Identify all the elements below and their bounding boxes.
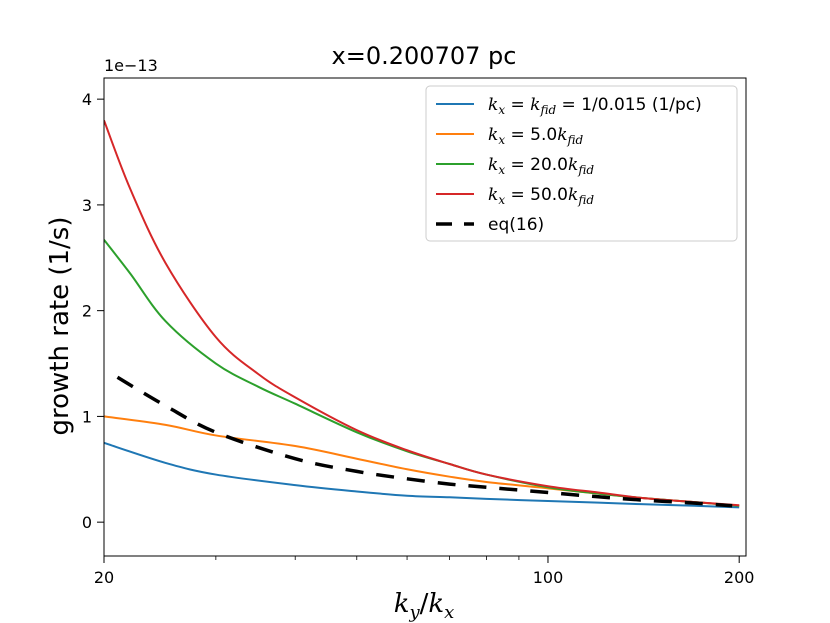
y-tick-label-0: 0 bbox=[82, 513, 92, 532]
legend-box bbox=[425, 85, 738, 242]
series-line-2 bbox=[104, 239, 740, 507]
axes-layer: 20 100 200 0 1 2 3 4 bbox=[82, 77, 755, 587]
x-label-sub1: y bbox=[408, 602, 420, 623]
plot-frame bbox=[103, 77, 747, 557]
chart-title: x=0.200707 pc bbox=[332, 42, 517, 70]
x-tick-label-0: 20 bbox=[94, 568, 114, 587]
y-tick-label-1: 1 bbox=[82, 407, 92, 426]
x-axis-label: ky/kx bbox=[394, 589, 455, 623]
series-line-1 bbox=[104, 415, 740, 507]
legend-entry-1: kx = 5.0kfid bbox=[488, 125, 584, 147]
series-line-0 bbox=[104, 441, 740, 509]
y-tick-label-3: 3 bbox=[82, 196, 92, 215]
series-line-4 bbox=[116, 375, 733, 508]
legend: kx = kfid = 1/0.015 (1/pc) kx = 5.0kfid kx… bbox=[425, 85, 738, 242]
y-offset-label: 1e−13 bbox=[104, 56, 158, 75]
legend-entry-3: kx = 50.0kfid bbox=[488, 185, 594, 207]
legend-entry-0: kx = kfid = 1/0.015 (1/pc) bbox=[488, 95, 702, 117]
x-tick-label-1: 100 bbox=[533, 568, 564, 587]
legend-entry-2: kx = 20.0kfid bbox=[488, 155, 594, 177]
x-label-sep: / bbox=[420, 589, 429, 619]
series-line-3 bbox=[104, 119, 740, 507]
x-label-sub2: x bbox=[444, 602, 454, 623]
legend-entry-4: eq(16) bbox=[488, 215, 544, 235]
y-tick-label-2: 2 bbox=[82, 302, 92, 321]
y-tick-label-4: 4 bbox=[82, 90, 92, 109]
x-tick-label-2: 200 bbox=[724, 568, 755, 587]
x-label-k2: k bbox=[428, 589, 444, 619]
plot-content bbox=[104, 119, 740, 509]
y-axis-label: growth rate (1/s) bbox=[45, 217, 75, 436]
x-label-k1: k bbox=[394, 589, 410, 619]
